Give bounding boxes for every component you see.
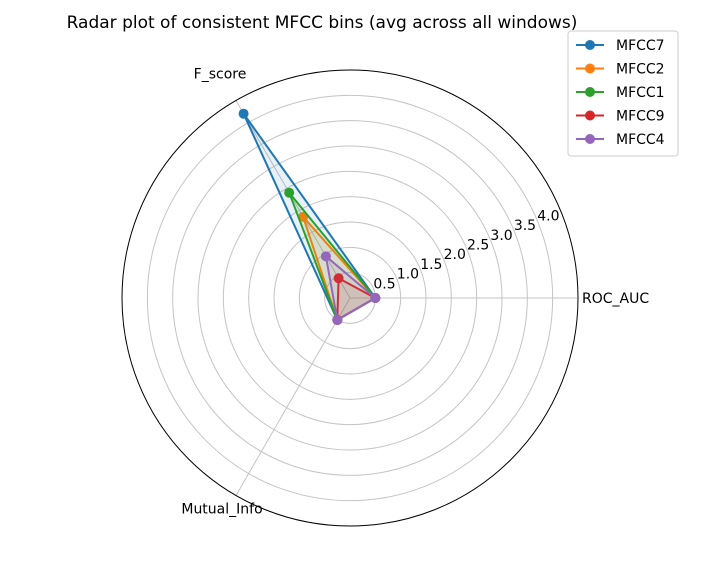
- r-tick-label: 2.5: [467, 238, 489, 254]
- legend-item-mfcc4: MFCC4: [576, 132, 665, 148]
- radar-grid: [121, 69, 579, 527]
- axis-label-mutual-info: Mutual_Info: [181, 501, 262, 517]
- r-tick-label: 1.5: [420, 257, 442, 273]
- legend-marker: [585, 40, 595, 50]
- legend-label: MFCC9: [616, 109, 665, 125]
- radial-tick-labels: 0.51.01.52.02.53.03.54.0: [373, 208, 559, 292]
- r-tick-label: 2.0: [444, 247, 466, 263]
- axis-labels: ROC_AUC F_score Mutual_Info: [181, 67, 649, 518]
- legend-label: MFCC1: [616, 85, 665, 101]
- legend-box: [567, 30, 679, 157]
- r-tick-label: 4.0: [537, 208, 559, 224]
- legend-marker: [585, 134, 595, 144]
- legend-marker: [585, 110, 595, 121]
- series-line: [324, 255, 377, 321]
- r-tick-label: 3.0: [490, 228, 512, 244]
- r-tick-label: 3.5: [514, 218, 536, 234]
- legend-marker: [585, 87, 595, 97]
- legend-label: MFCC2: [616, 62, 665, 78]
- spoke-2: [235, 297, 351, 496]
- legend-label: MFCC4: [616, 132, 665, 148]
- spoke-1: [235, 100, 351, 299]
- outer-frame: [121, 69, 579, 527]
- axis-label-roc-auc: ROC_AUC: [582, 291, 649, 307]
- series-mfcc4: [320, 251, 381, 325]
- data-point-f-score: [333, 273, 344, 284]
- series-layer: [238, 108, 381, 325]
- legend-label: MFCC7: [616, 38, 665, 54]
- series-fill: [337, 278, 376, 320]
- legend-item-mfcc1: MFCC1: [576, 85, 665, 101]
- data-point-mutual-info: [332, 314, 343, 325]
- legend-marker: [585, 63, 595, 74]
- axis-label-f-score: F_score: [194, 67, 247, 83]
- legend-item-mfcc7: MFCC7: [576, 38, 665, 54]
- series-fill: [289, 192, 376, 320]
- legend-item-mfcc9: MFCC9: [576, 109, 665, 125]
- data-point-f-score: [320, 251, 331, 262]
- chart-title: Radar plot of consistent MFCC bins (avg …: [67, 13, 578, 33]
- r-tick-label: 1.0: [397, 267, 419, 283]
- data-point-f-score: [238, 108, 249, 119]
- data-point-roc-auc: [370, 293, 381, 303]
- legend-item-mfcc2: MFCC2: [576, 62, 665, 78]
- r-tick-label: 0.5: [373, 276, 395, 292]
- legend: MFCC7 MFCC2 MFCC1 MFCC9 MFCC4: [567, 30, 679, 157]
- data-point-f-score: [284, 187, 295, 198]
